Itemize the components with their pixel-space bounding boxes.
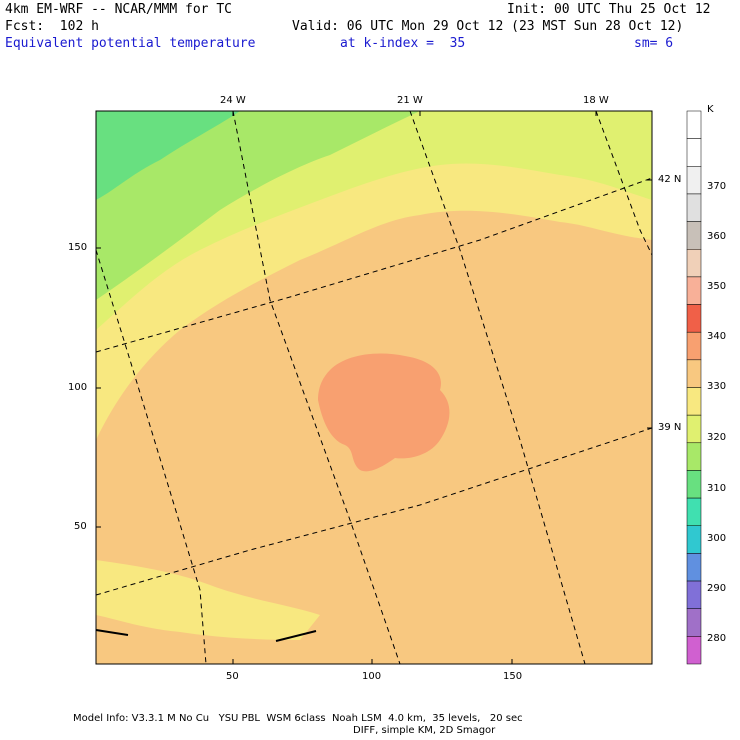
lat-label-39n: 39 N (658, 422, 682, 433)
colorbar-segment (686, 414, 702, 444)
colorbar-segment (686, 276, 702, 305)
theta-e-field (96, 111, 652, 664)
lon-label-21w: 21 W (397, 95, 423, 106)
colorbar-segment (686, 193, 702, 222)
colorbar-label-290: 290 (707, 583, 727, 594)
colorbar-segment (686, 221, 702, 250)
colorbar-label-360: 360 (707, 231, 727, 242)
contour-320-south (96, 560, 320, 640)
colorbar-segment (686, 166, 702, 195)
colorbar-label-330: 330 (707, 381, 727, 392)
colorbar-segment (686, 138, 702, 167)
lon-label-18w: 18 W (583, 95, 609, 106)
colorbar-unit: K (707, 104, 714, 115)
x-tick-50: 50 (226, 671, 239, 682)
colorbar (686, 110, 702, 665)
y-tick-150: 150 (68, 242, 88, 253)
parallel-42n (96, 177, 652, 353)
contour-290 (96, 111, 240, 200)
meridian-21w (409, 111, 586, 664)
colorbar-label-300: 300 (707, 533, 727, 544)
meridian-24w (232, 111, 401, 664)
tick-marks (96, 111, 652, 664)
colorbar-segment (686, 110, 702, 139)
lat-label-42n: 42 N (658, 174, 682, 185)
colorbar-segment (686, 470, 702, 499)
colorbar-segment (686, 580, 702, 609)
contour-340 (318, 353, 450, 472)
lon-label-24w: 24 W (220, 95, 246, 106)
x-tick-100: 100 (362, 671, 382, 682)
colorbar-label-310: 310 (707, 483, 727, 494)
model-title: 4km EM-WRF -- NCAR/MMM for TC (5, 2, 232, 17)
footer-diffusion: DIFF, simple KM, 2D Smagor (353, 725, 496, 736)
forecast-hour: Fcst: 102 h (5, 19, 99, 34)
colorbar-label-340: 340 (707, 331, 727, 342)
colorbar-segment (686, 553, 702, 582)
colorbar-segment (686, 497, 702, 527)
colorbar-segment (686, 387, 702, 416)
colorbar-label-370: 370 (707, 181, 727, 192)
valid-time: Valid: 06 UTC Mon 29 Oct 12 (23 MST Sun … (292, 19, 684, 34)
init-time: Init: 00 UTC Thu 25 Oct 12 (507, 2, 711, 17)
colorbar-segment (686, 442, 702, 471)
colorbar-segment (686, 304, 702, 333)
smoothing-label: sm= 6 (634, 36, 674, 51)
colorbar-segment (686, 359, 702, 388)
colorbar-segment (686, 331, 702, 361)
graticule (96, 111, 652, 664)
field-name: Equivalent potential temperature (5, 36, 256, 51)
colorbar-label-280: 280 (707, 633, 727, 644)
meridian-18w (595, 111, 652, 256)
colorbar-segment (686, 608, 702, 637)
contour-300 (96, 111, 420, 300)
level-label: at k-index = 35 (340, 36, 466, 51)
x-tick-150: 150 (503, 671, 523, 682)
colorbar-label-320: 320 (707, 432, 727, 443)
y-tick-50: 50 (74, 521, 87, 532)
meridian-27w (96, 249, 207, 664)
y-tick-100: 100 (68, 382, 88, 393)
colorbar-segment (686, 525, 702, 554)
colorbar-label-350: 350 (707, 281, 727, 292)
colorbar-segment (686, 249, 702, 278)
colorbar-segment (686, 636, 702, 665)
wind-barb-2 (275, 630, 317, 642)
footer-model-info: Model Info: V3.3.1 M No Cu YSU PBL WSM 6… (73, 713, 523, 724)
wind-barb-1 (95, 629, 129, 636)
